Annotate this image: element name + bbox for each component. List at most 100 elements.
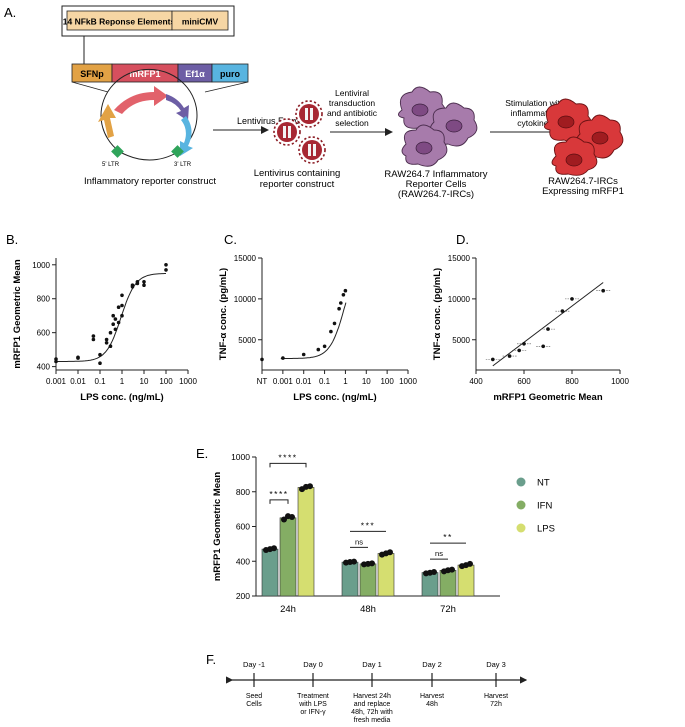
data-point — [98, 361, 102, 366]
bar-ifn — [359, 563, 377, 597]
data-point — [113, 327, 118, 332]
construct-projection-left — [71, 81, 109, 93]
timeline-note: 48h — [426, 701, 438, 708]
significance-label: *** — [361, 520, 375, 530]
timeline-note: fresh media — [354, 717, 391, 724]
step2-label-line1: Lentiviral — [335, 88, 369, 98]
replicate-point — [449, 566, 455, 573]
lentivirus-particle — [298, 136, 326, 164]
data-point — [281, 356, 285, 360]
data-point — [260, 357, 264, 362]
y-tick-label: 800 — [236, 487, 250, 497]
sfnp-label: SFNp — [80, 69, 104, 79]
data-point — [54, 357, 58, 361]
step3-label-line3: cytokines — [517, 118, 552, 128]
data-point — [130, 285, 135, 289]
significance-bracket — [269, 499, 289, 504]
step3-label-line2: inflammatory — [511, 108, 560, 118]
panel-label-b: B. — [6, 232, 18, 247]
x-tick-label: 1000 — [179, 377, 197, 386]
data-point — [142, 280, 146, 284]
bar-lps — [297, 487, 315, 597]
data-point — [111, 313, 115, 318]
x-tick-label: 10 — [362, 377, 371, 386]
data-point — [332, 321, 337, 326]
puro-arrow — [180, 116, 193, 156]
panel-label-d: D. — [456, 232, 469, 247]
x-tick-label: 0.001 — [46, 377, 67, 386]
replicate-point — [281, 516, 287, 523]
data-point — [113, 317, 118, 321]
step1-label: Lentivirus Formation — [237, 116, 319, 126]
step3-label-line1: Stimulation with — [505, 98, 565, 108]
y-tick-label: 400 — [236, 556, 250, 566]
timeline-day-label: Day -1 — [243, 660, 265, 669]
timeline-note: or IFN-γ — [300, 709, 326, 716]
timeline-day-label: Day 1 — [362, 660, 382, 669]
data-point — [116, 320, 121, 325]
data-point — [108, 330, 113, 335]
minicmv-label: miniCMV — [182, 17, 219, 27]
chart-e: 200 400 600 800 1000 mRFP1 Geometric Mean 24h 4… — [212, 452, 555, 615]
data-point — [120, 293, 124, 298]
timeline-day-label: Day 0 — [303, 660, 323, 669]
data-point — [108, 344, 113, 349]
data-point — [301, 352, 306, 357]
data-point — [322, 344, 327, 349]
construct-caption: Inflammatory reporter construct — [84, 176, 216, 187]
bar-ifn — [279, 517, 297, 597]
lentivirus-particle — [295, 100, 323, 128]
x-tick-label: 400 — [469, 377, 483, 386]
significance-label: **** — [278, 452, 297, 462]
ltr3-label: 3' LTR — [174, 162, 192, 168]
replicate-point — [387, 549, 393, 556]
replicate-point — [369, 560, 375, 567]
lentivirus-particle — [273, 118, 301, 146]
legend-marker-ifn — [516, 500, 526, 510]
significance-label: **** — [269, 489, 288, 499]
step2-label-line3: and antibiotic — [327, 108, 378, 118]
lentivirus-group — [273, 100, 326, 164]
irc-cell-cluster — [544, 98, 624, 176]
data-point — [517, 348, 521, 353]
x-tick-label: 24h — [280, 604, 296, 615]
data-point — [601, 288, 605, 293]
y-tick-label: 15000 — [234, 254, 257, 263]
data-point — [491, 357, 495, 362]
plasmid-backbone — [119, 151, 179, 161]
plasmid-ring — [100, 68, 198, 153]
y-tick-label: 10000 — [234, 295, 257, 304]
data-point — [546, 327, 550, 331]
chart-c: NT 0.001 0.01 0.1 1 10 100 1000 5000 10000 15000 LP… — [218, 254, 417, 403]
x-tick-label: 0.01 — [296, 377, 312, 386]
data-point — [91, 334, 96, 338]
timeline-note: 72h — [490, 701, 502, 708]
ef1a-label: Ef1α — [185, 69, 205, 79]
response-elements-label: 14 NFkB Reponse Elements — [63, 17, 176, 27]
lentivirus-caption-line1: Lentivirus containing — [254, 168, 341, 179]
panel-label-e: E. — [196, 446, 208, 461]
fit-line — [492, 282, 604, 367]
x-tick-label: 0.1 — [319, 377, 331, 386]
data-point — [316, 347, 321, 352]
significance-label: ** — [443, 532, 453, 542]
legend-label-ifn: IFN — [537, 501, 552, 512]
legend-label-lps: LPS — [537, 524, 555, 535]
replicate-point — [351, 558, 357, 565]
x-axis-label: LPS conc. (ng/mL) — [293, 392, 376, 403]
data-point — [120, 303, 124, 308]
bar-ifn — [439, 569, 457, 597]
chart-d: 400 600 800 1000 5000 10000 15000 mRFP1 Geometr… — [432, 254, 629, 403]
panel-a: A. 14 NFkB Reponse Elements miniCMV SFNp… — [4, 5, 624, 200]
data-point — [120, 313, 124, 318]
y-tick-label: 5000 — [238, 336, 256, 345]
legend-label-nt: NT — [537, 478, 550, 489]
x-tick-label: 600 — [517, 377, 531, 386]
significance-bracket — [269, 462, 307, 468]
significance-label: ns — [435, 549, 443, 558]
construct-projection-right — [204, 81, 249, 93]
x-tick-label: 0.01 — [70, 377, 86, 386]
chart-b: 0.001 0.01 0.1 1 10 100 1000 400 600 800 1000 LPS c… — [12, 258, 197, 403]
panel-label-c: C. — [224, 232, 237, 247]
